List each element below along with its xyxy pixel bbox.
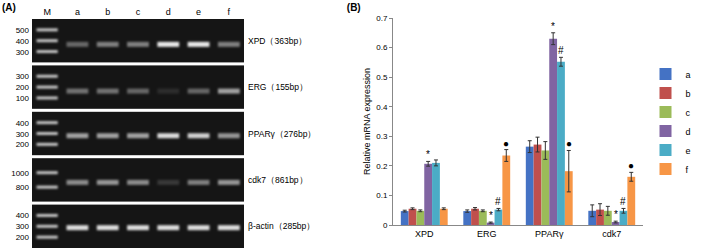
svg-text:300: 300 (16, 72, 30, 81)
svg-text:M: M (43, 7, 51, 17)
svg-text:●: ● (503, 138, 509, 149)
svg-text:*: * (426, 149, 430, 160)
svg-text:cdk7（861bp）: cdk7（861bp） (248, 175, 308, 185)
svg-text:0.7: 0.7 (376, 14, 388, 23)
svg-text:d: d (166, 7, 171, 17)
svg-text:e: e (196, 7, 201, 17)
svg-text:ERG: ERG (477, 229, 497, 239)
svg-text:0.4: 0.4 (376, 103, 388, 112)
svg-text:0.2: 0.2 (376, 162, 388, 171)
svg-text:(B): (B) (347, 2, 361, 13)
svg-text:a: a (686, 70, 691, 80)
svg-text:f: f (228, 7, 231, 17)
svg-text:0.3: 0.3 (376, 132, 388, 141)
svg-text:100: 100 (16, 94, 30, 103)
svg-text:#: # (495, 196, 501, 207)
svg-text:*: * (551, 21, 555, 32)
svg-text:200: 200 (16, 233, 30, 242)
svg-text:b: b (686, 89, 691, 99)
svg-text:400: 400 (16, 211, 30, 220)
svg-text:400: 400 (16, 119, 30, 128)
svg-text:300: 300 (16, 48, 30, 57)
svg-text:XPD: XPD (415, 229, 434, 239)
svg-text:Relative mRNA expression: Relative mRNA expression (362, 68, 372, 175)
svg-text:PPARγ: PPARγ (535, 229, 564, 239)
svg-text:0.5: 0.5 (376, 73, 388, 82)
svg-text:f: f (686, 165, 689, 175)
svg-text:300: 300 (16, 130, 30, 139)
svg-text:(A): (A) (2, 2, 16, 13)
svg-text:c: c (686, 108, 691, 118)
svg-text:e: e (686, 146, 691, 156)
svg-text:β-actin（285bp）: β-actin（285bp） (248, 221, 315, 231)
svg-text:800: 800 (16, 183, 30, 192)
svg-text:500: 500 (16, 26, 30, 35)
svg-text:200: 200 (16, 140, 30, 149)
svg-text:0.1: 0.1 (376, 191, 388, 200)
svg-text:*: * (489, 210, 493, 221)
svg-text:300: 300 (16, 222, 30, 231)
svg-text:●: ● (566, 138, 572, 149)
svg-text:XPD（363bp）: XPD（363bp） (248, 36, 307, 46)
svg-text:0: 0 (383, 221, 388, 230)
svg-text:400: 400 (16, 37, 30, 46)
svg-text:200: 200 (16, 83, 30, 92)
svg-text:0.6: 0.6 (376, 43, 388, 52)
svg-text:d: d (686, 127, 691, 137)
svg-text:*: * (614, 209, 618, 220)
svg-text:#: # (620, 196, 626, 207)
svg-text:ERG（155bp）: ERG（155bp） (248, 82, 308, 92)
svg-text:a: a (75, 7, 80, 17)
svg-text:b: b (105, 7, 110, 17)
svg-text:cdk7: cdk7 (602, 229, 621, 239)
svg-text:c: c (136, 7, 141, 17)
svg-text:PPARγ（276bp）: PPARγ（276bp） (248, 129, 316, 139)
svg-text:●: ● (628, 160, 634, 171)
svg-text:1000: 1000 (11, 169, 29, 178)
svg-text:#: # (558, 45, 564, 56)
